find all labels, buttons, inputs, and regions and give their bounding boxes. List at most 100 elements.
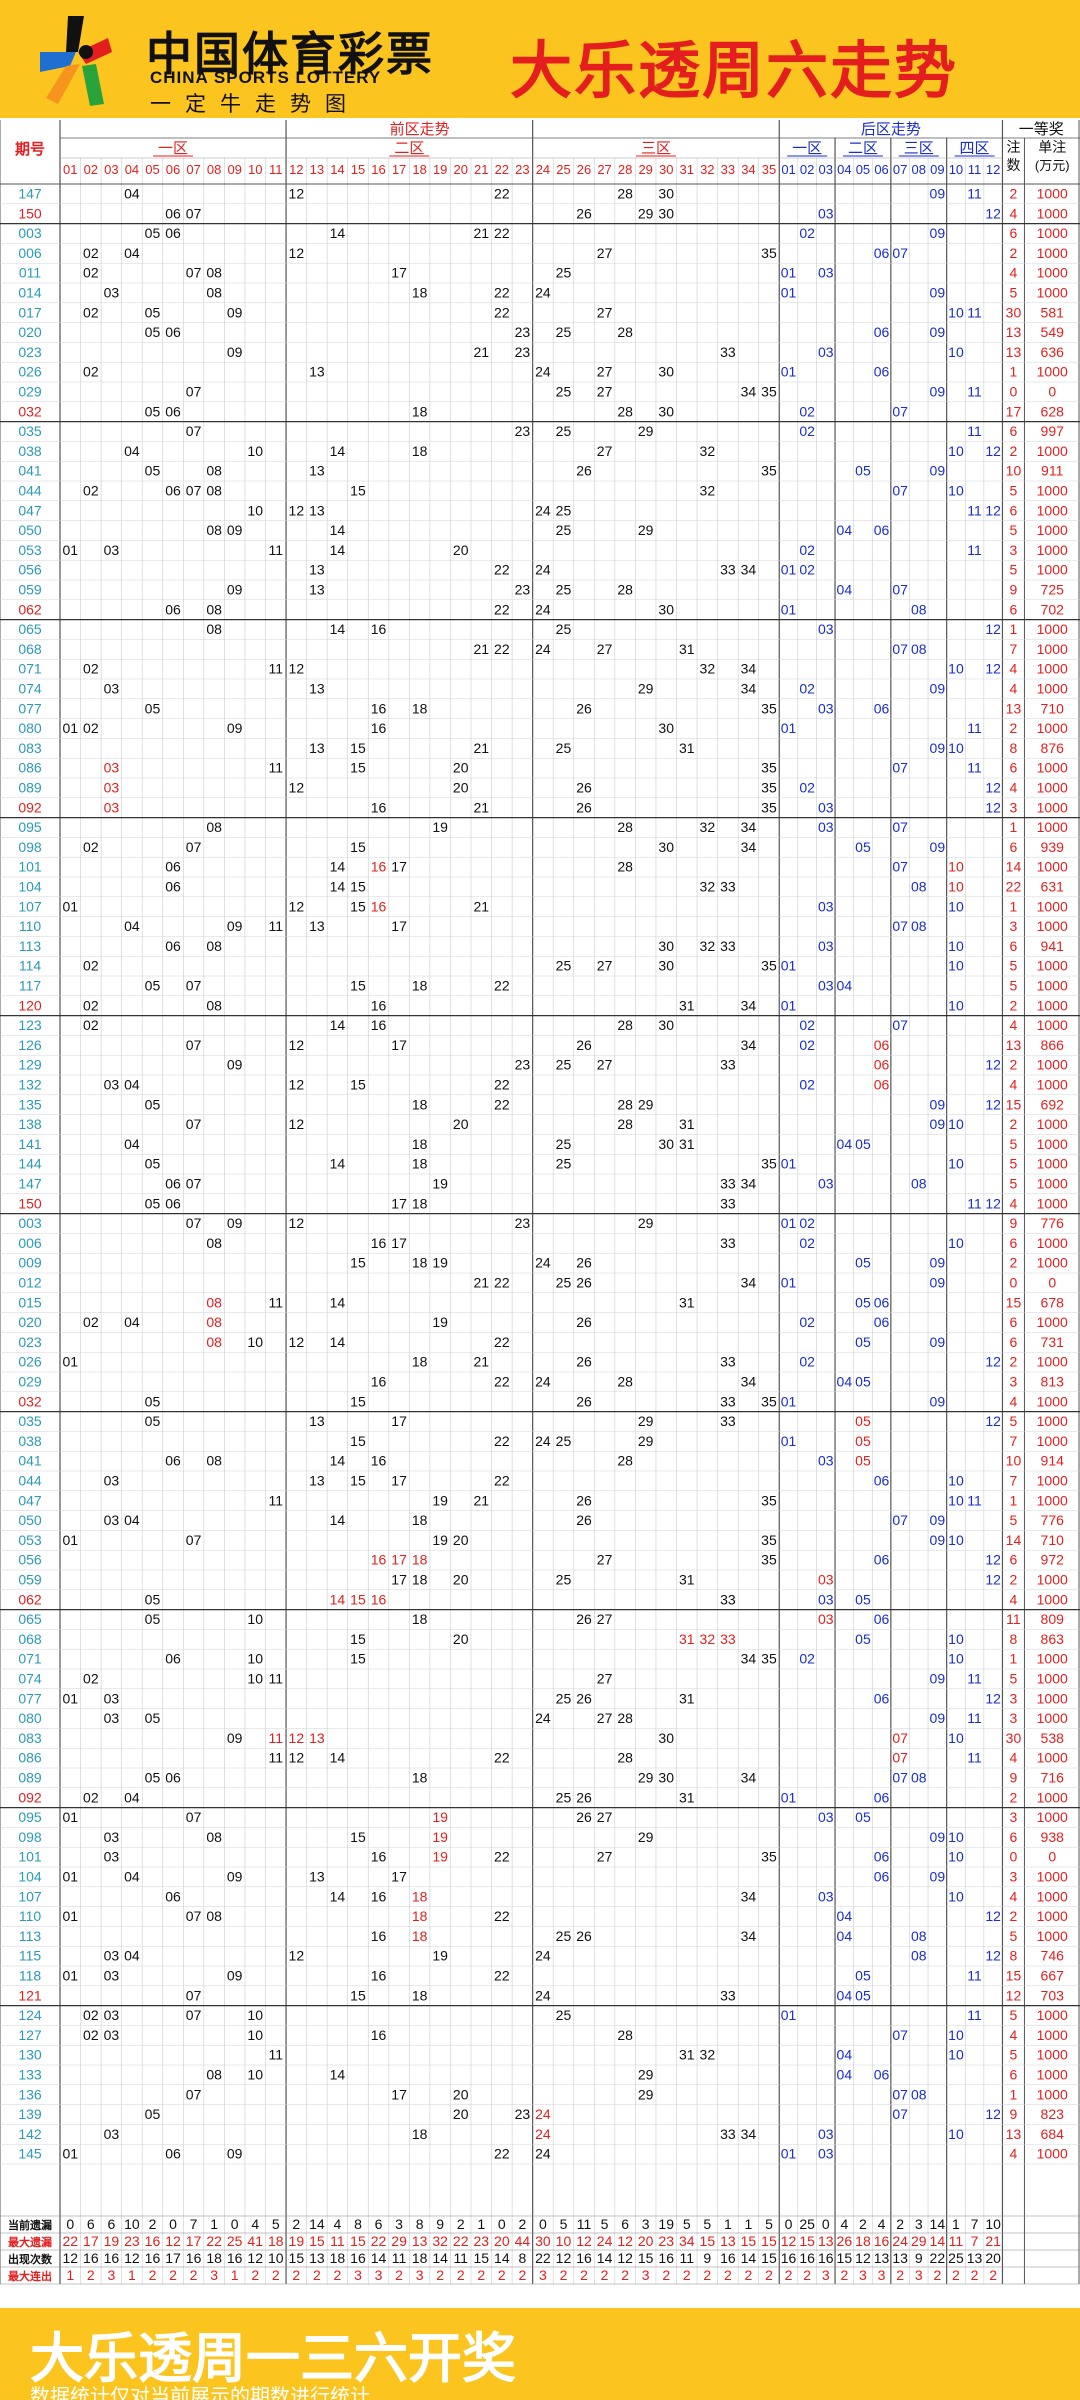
front-number-mark: 22 xyxy=(494,1472,510,1488)
row-prize-count: 13 xyxy=(1006,1037,1022,1053)
front-number-mark: 01 xyxy=(62,1868,78,1884)
row-period: 117 xyxy=(19,977,42,993)
front-number-mark: 26 xyxy=(576,1512,592,1528)
back-number-mark: 11 xyxy=(967,1670,982,1686)
front-number-mark: 19 xyxy=(432,1314,448,1330)
back-number-mark: 08 xyxy=(911,1928,927,1944)
back-number-mark: 08 xyxy=(911,1175,927,1191)
front-number-mark: 05 xyxy=(145,324,161,340)
row-period: 104 xyxy=(18,1868,42,1884)
front-number-mark: 15 xyxy=(350,1433,366,1449)
front-number-mark: 01 xyxy=(62,1809,78,1825)
header-back-number: 12 xyxy=(986,162,1000,177)
front-number-mark: 22 xyxy=(494,1334,510,1350)
front-number-mark: 25 xyxy=(556,1690,572,1706)
front-number-mark: 16 xyxy=(371,1967,387,1983)
back-number-mark: 02 xyxy=(799,1651,815,1667)
row-prize-amount: 1000 xyxy=(1037,1076,1068,1092)
front-number-mark: 22 xyxy=(494,1096,510,1112)
front-number-mark: 31 xyxy=(679,740,695,756)
row-period: 026 xyxy=(18,364,42,380)
front-number-mark: 35 xyxy=(761,463,777,479)
row-prize-amount: 1000 xyxy=(1037,1354,1068,1370)
stat-front-value: 14 xyxy=(741,2250,757,2266)
back-number-mark: 10 xyxy=(948,1631,964,1647)
front-number-mark: 07 xyxy=(186,2007,202,2023)
stat-front-value: 4 xyxy=(251,2216,259,2232)
front-number-mark: 08 xyxy=(206,997,222,1013)
stat-front-value: 12 xyxy=(617,2233,633,2249)
row-period: 029 xyxy=(18,383,42,399)
row-prize-count: 13 xyxy=(1006,2126,1022,2142)
header-front-number: 22 xyxy=(495,162,509,177)
front-number-mark: 04 xyxy=(124,185,140,201)
stat-back-value: 2 xyxy=(989,2267,997,2283)
front-number-mark: 09 xyxy=(227,344,243,360)
stat-front-value: 0 xyxy=(231,2216,239,2232)
front-number-mark: 08 xyxy=(206,1235,222,1251)
front-number-mark: 08 xyxy=(206,284,222,300)
back-number-mark: 09 xyxy=(930,324,946,340)
front-number-mark: 30 xyxy=(658,720,674,736)
stat-front-value: 0 xyxy=(66,2216,74,2232)
front-number-mark: 20 xyxy=(453,779,469,795)
stat-front-value: 15 xyxy=(741,2233,757,2249)
front-number-mark: 06 xyxy=(165,1651,181,1667)
front-number-mark: 08 xyxy=(206,601,222,617)
front-number-mark: 27 xyxy=(597,1670,613,1686)
front-number-mark: 11 xyxy=(269,1294,284,1310)
front-number-mark: 25 xyxy=(556,621,572,637)
row-prize-amount: 692 xyxy=(1041,1096,1065,1112)
front-number-mark: 03 xyxy=(104,2126,120,2142)
row-prize-amount: 678 xyxy=(1041,1294,1065,1310)
front-number-mark: 22 xyxy=(494,1908,510,1924)
front-number-mark: 17 xyxy=(391,1413,407,1429)
back-number-mark: 06 xyxy=(874,700,890,716)
row-prize-amount: 667 xyxy=(1041,1967,1065,1983)
row-prize-amount: 628 xyxy=(1041,403,1065,419)
row-prize-count: 5 xyxy=(1010,1413,1018,1429)
front-number-mark: 12 xyxy=(289,1116,305,1132)
front-number-mark: 30 xyxy=(658,364,674,380)
front-number-mark: 10 xyxy=(247,1670,263,1686)
front-number-mark: 27 xyxy=(597,304,613,320)
stat-front-value: 22 xyxy=(371,2233,387,2249)
stat-front-value: 2 xyxy=(683,2267,691,2283)
stat-front-value: 30 xyxy=(535,2233,551,2249)
front-number-mark: 07 xyxy=(186,482,202,498)
stat-front-value: 2 xyxy=(662,2267,670,2283)
header-back-number: 03 xyxy=(819,162,833,177)
front-number-mark: 33 xyxy=(720,562,736,578)
front-number-mark: 02 xyxy=(83,839,99,855)
front-number-mark: 29 xyxy=(638,1829,654,1845)
back-number-mark: 10 xyxy=(948,898,964,914)
header-front-number: 09 xyxy=(227,162,241,177)
front-number-mark: 22 xyxy=(494,977,510,993)
front-number-mark: 25 xyxy=(556,265,572,281)
stat-front-value: 2 xyxy=(621,2267,629,2283)
front-number-mark: 34 xyxy=(741,1769,757,1785)
row-period: 133 xyxy=(18,2066,42,2082)
front-number-mark: 04 xyxy=(124,1076,140,1092)
front-number-mark: 06 xyxy=(165,1453,181,1469)
front-number-mark: 27 xyxy=(597,443,613,459)
front-number-mark: 27 xyxy=(597,383,613,399)
front-number-mark: 33 xyxy=(720,344,736,360)
front-number-mark: 25 xyxy=(556,502,572,518)
row-prize-count: 15 xyxy=(1006,1294,1022,1310)
row-prize-amount: 1000 xyxy=(1037,1868,1068,1884)
row-prize-count: 5 xyxy=(1010,1670,1018,1686)
header-front-zone: 三区 xyxy=(641,140,671,157)
back-number-mark: 05 xyxy=(855,1255,871,1271)
back-number-mark: 03 xyxy=(818,1611,834,1627)
row-period: 124 xyxy=(18,2007,42,2023)
row-period: 014 xyxy=(18,284,42,300)
back-number-mark: 06 xyxy=(874,1076,890,1092)
stat-front-value: 9 xyxy=(703,2250,711,2266)
front-number-mark: 18 xyxy=(412,1136,428,1152)
front-number-mark: 08 xyxy=(206,938,222,954)
front-number-mark: 17 xyxy=(391,1235,407,1251)
header-front-number: 34 xyxy=(741,162,755,177)
stat-front-value: 14 xyxy=(597,2250,613,2266)
front-number-mark: 26 xyxy=(576,799,592,815)
